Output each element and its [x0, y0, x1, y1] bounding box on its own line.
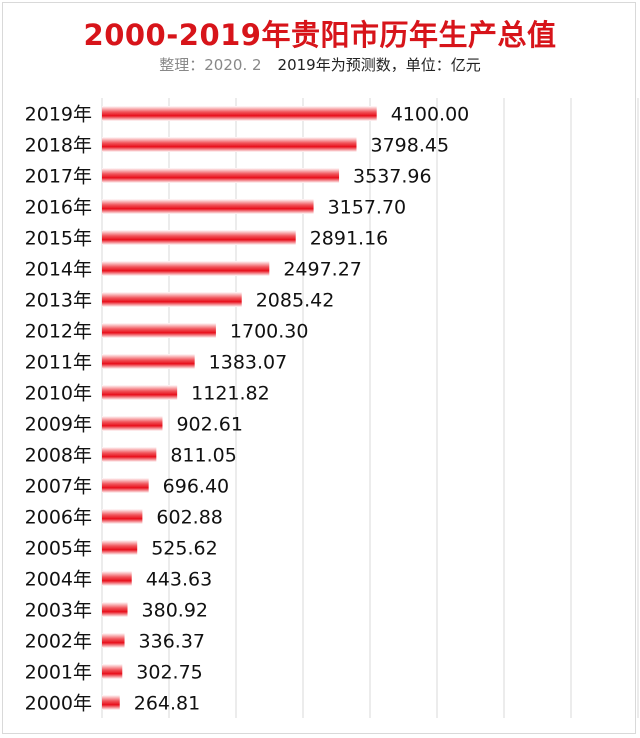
- category-label: 2015年: [25, 228, 92, 250]
- bar: [102, 137, 357, 152]
- category-label: 2005年: [25, 538, 92, 560]
- chart-subtitle: 整理：2020. 2 2019年为预测数，单位：亿元: [0, 54, 640, 75]
- value-label: 302.75: [136, 662, 202, 684]
- category-label: 2017年: [25, 166, 92, 188]
- value-label: 1383.07: [209, 352, 288, 374]
- bar: [102, 602, 128, 617]
- value-label: 264.81: [134, 693, 200, 715]
- category-label: 2010年: [25, 383, 92, 405]
- bar: [102, 168, 340, 183]
- bar: [102, 106, 377, 121]
- value-label: 2497.27: [283, 259, 362, 281]
- value-label: 602.88: [156, 507, 222, 529]
- grid-lines: [101, 98, 639, 718]
- bar: [102, 292, 242, 307]
- category-label: 2019年: [25, 104, 92, 126]
- chart-subtitle-unit: 2019年为预测数，单位：亿元: [277, 56, 481, 74]
- value-label: 443.63: [146, 569, 212, 591]
- bar: [102, 354, 195, 369]
- bar: [102, 695, 120, 710]
- value-label: 336.37: [139, 631, 205, 653]
- value-label: 811.05: [170, 445, 236, 467]
- bar: [102, 199, 314, 214]
- category-label: 2006年: [25, 507, 92, 529]
- value-label: 4100.00: [391, 104, 470, 126]
- category-label: 2014年: [25, 259, 92, 281]
- category-label: 2004年: [25, 569, 92, 591]
- bar: [102, 230, 296, 245]
- bar: [102, 664, 123, 679]
- bar: [102, 540, 138, 555]
- bars: [102, 106, 377, 710]
- bar: [102, 509, 143, 524]
- category-label: 2016年: [25, 197, 92, 219]
- bar: [102, 385, 178, 400]
- chart-subtitle-note: 整理：2020. 2: [159, 56, 262, 74]
- category-label: 2013年: [25, 290, 92, 312]
- value-label: 3798.45: [370, 135, 449, 157]
- category-label: 2008年: [25, 445, 92, 467]
- category-label: 2002年: [25, 631, 92, 653]
- bar: [102, 633, 125, 648]
- value-label: 696.40: [163, 476, 229, 498]
- labels: 2019年 4100.00 2018年 3798.45 2017年 3537.96 2016…: [25, 104, 470, 715]
- category-label: 2011年: [25, 352, 92, 374]
- category-label: 2012年: [25, 321, 92, 343]
- bar: [102, 447, 157, 462]
- value-label: 1700.30: [230, 321, 309, 343]
- chart-title: 2000-2019年贵阳市历年生产总值: [83, 18, 557, 52]
- value-label: 2085.42: [256, 290, 335, 312]
- bar: [102, 261, 270, 276]
- value-label: 902.61: [176, 414, 242, 436]
- value-label: 3537.96: [353, 166, 432, 188]
- category-label: 2001年: [25, 662, 92, 684]
- value-label: 1121.82: [191, 383, 270, 405]
- category-label: 2003年: [25, 600, 92, 622]
- value-label: 2891.16: [310, 228, 389, 250]
- value-label: 525.62: [151, 538, 217, 560]
- category-label: 2007年: [25, 476, 92, 498]
- bar: [102, 478, 149, 493]
- value-label: 3157.70: [328, 197, 407, 219]
- value-label: 380.92: [142, 600, 208, 622]
- category-label: 2000年: [25, 693, 92, 715]
- bar: [102, 323, 216, 338]
- bar: [102, 416, 163, 431]
- category-label: 2009年: [25, 414, 92, 436]
- bar: [102, 571, 132, 586]
- category-label: 2018年: [25, 135, 92, 157]
